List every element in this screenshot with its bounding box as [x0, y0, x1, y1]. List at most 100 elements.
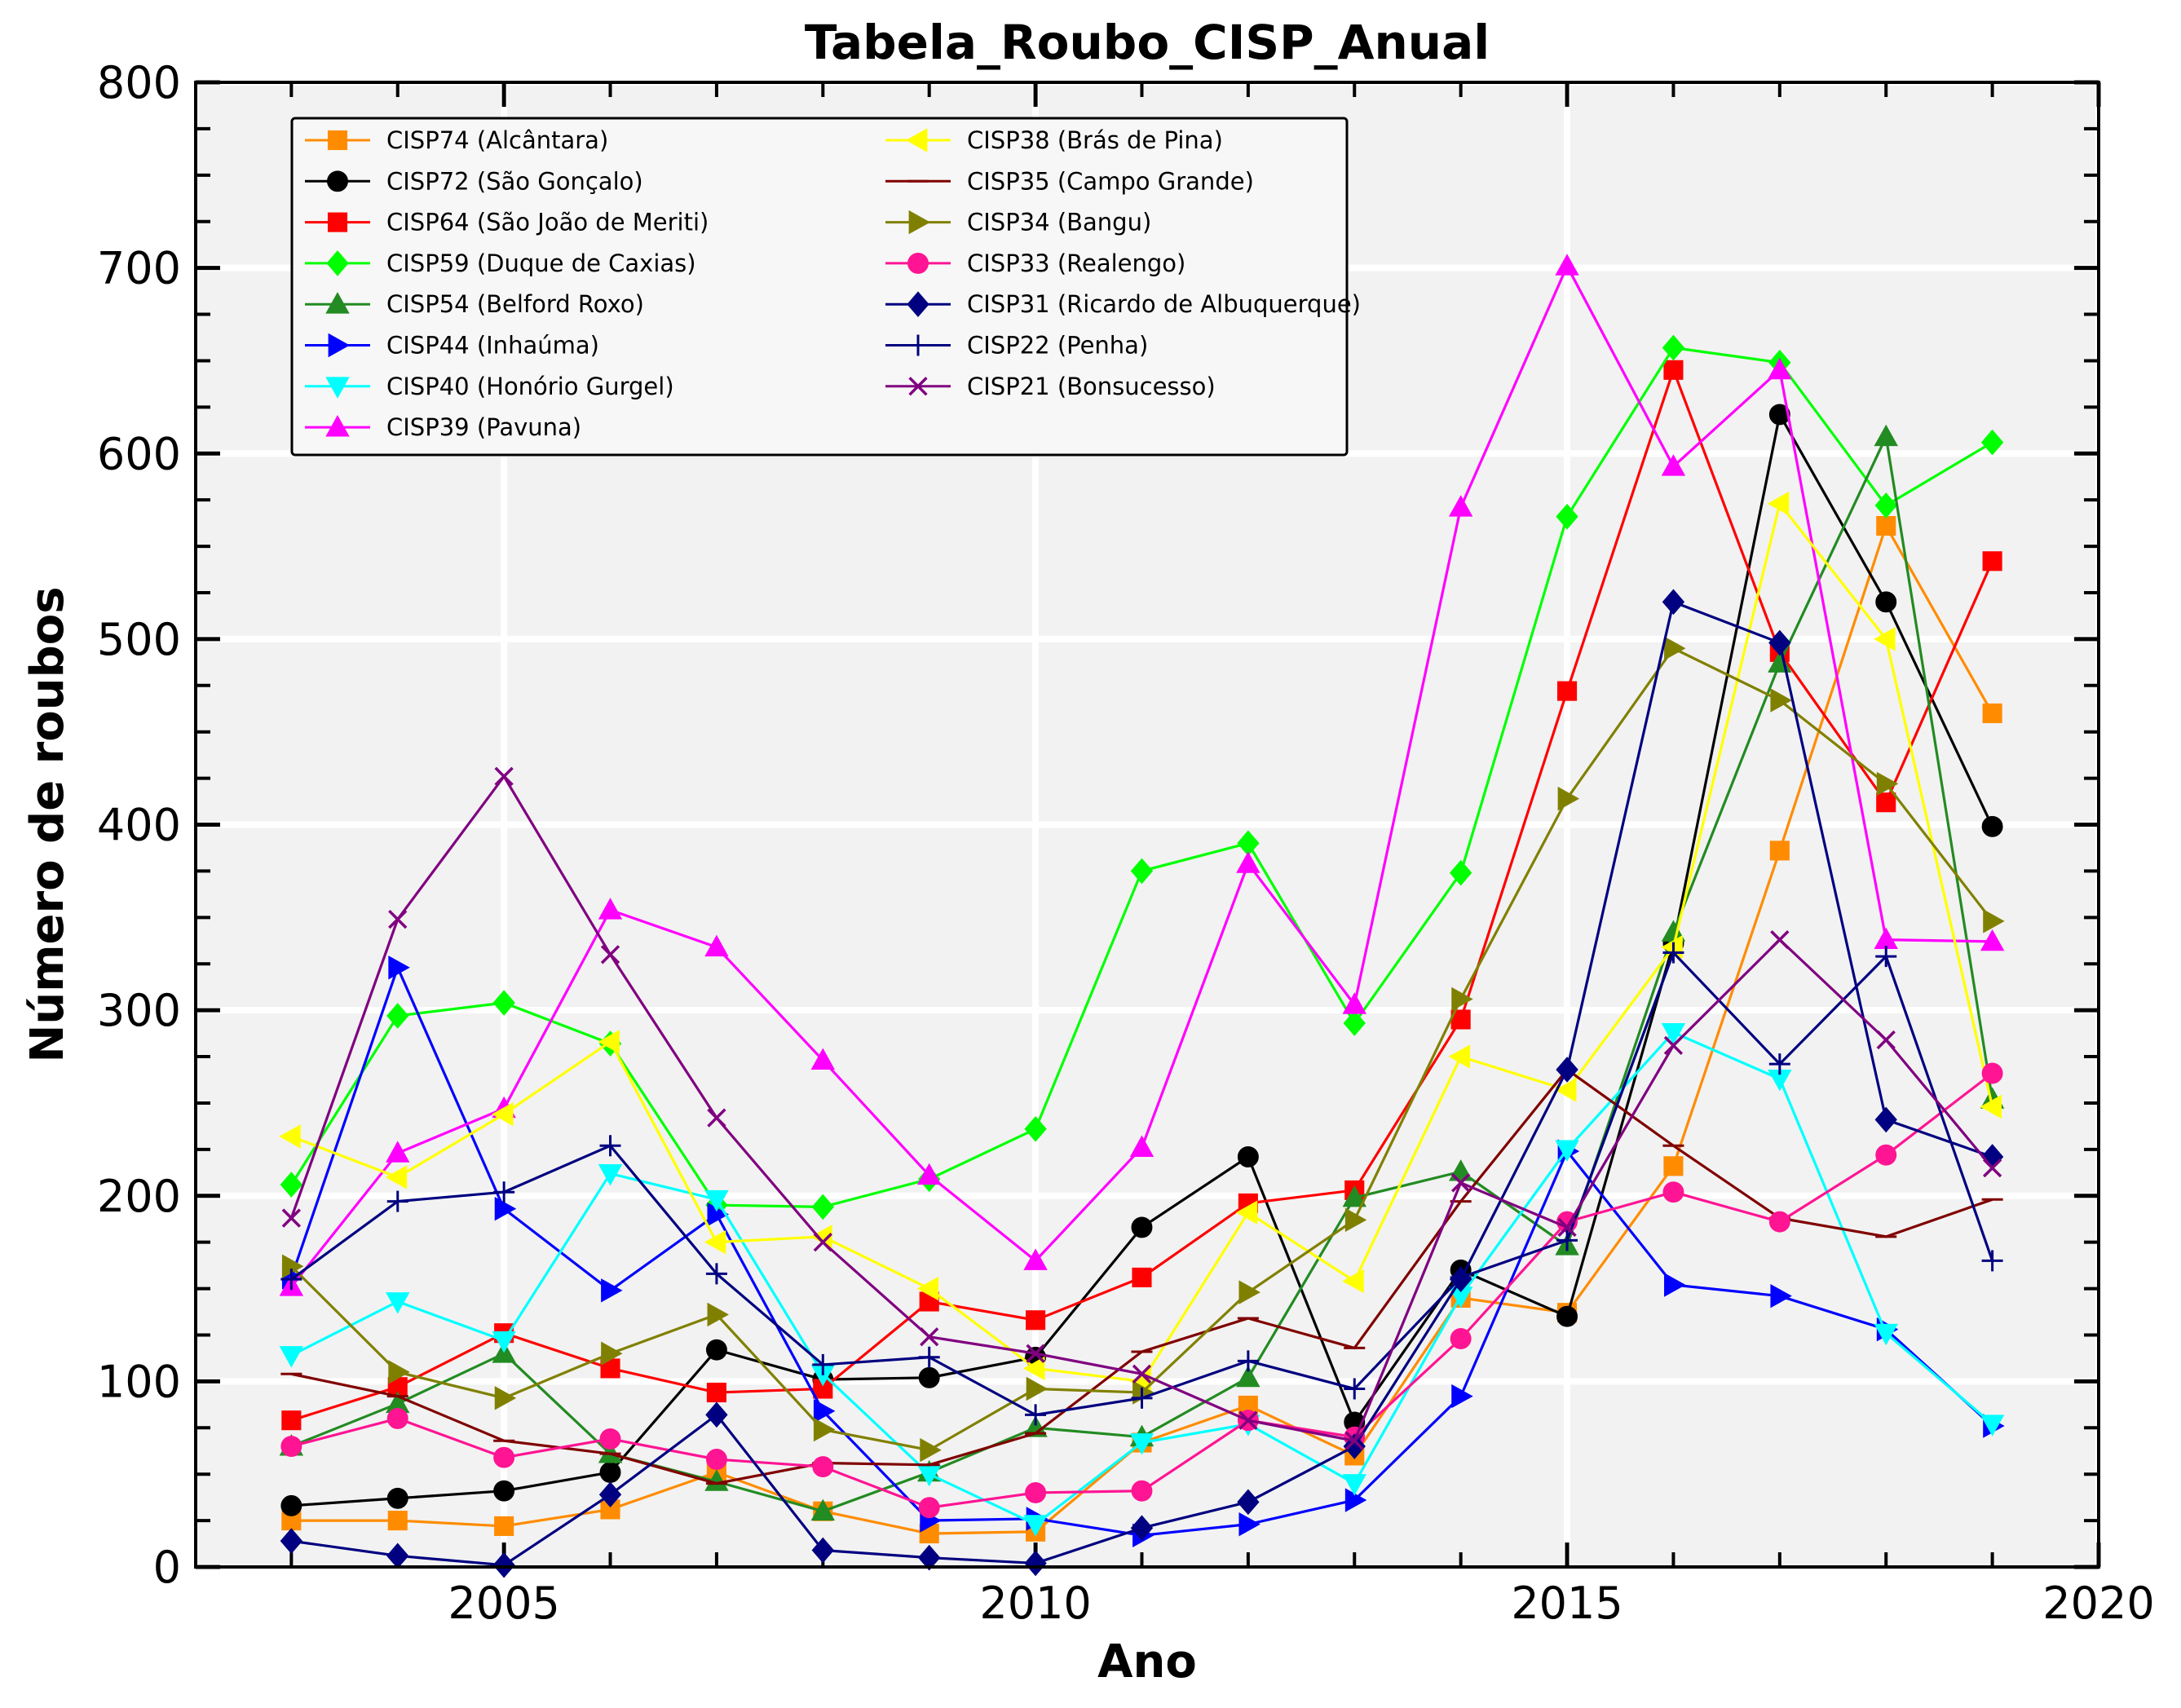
- legend-label: CISP22 (Penha): [967, 332, 1148, 360]
- data-point: [280, 1528, 303, 1554]
- axis-ticks: 2005 2010 2015 2020 0 100 200 300 400 500 600 700 80…: [97, 57, 2155, 1629]
- data-point: [918, 1544, 941, 1571]
- data-point: [1768, 1211, 1790, 1233]
- y-tick-label: 200: [97, 1171, 181, 1222]
- data-point: [1663, 1035, 1684, 1056]
- data-point: [281, 1410, 302, 1431]
- legend-label: CISP21 (Bonsucesso): [967, 373, 1216, 400]
- data-point: [1876, 1030, 1896, 1050]
- data-point: [1875, 946, 1897, 968]
- legend-label: CISP40 (Honório Gurgel): [386, 373, 674, 400]
- data-point: [1768, 404, 1790, 426]
- data-point: [705, 1263, 727, 1285]
- data-point: [1450, 1266, 1472, 1288]
- data-point: [493, 1181, 515, 1203]
- data-point: [1662, 589, 1685, 616]
- data-point: [1237, 1489, 1260, 1516]
- data-point: [1131, 1387, 1153, 1409]
- legend-entry: CISP31 (Ricardo de Albuquerque): [885, 290, 1361, 318]
- data-point: [1131, 1216, 1153, 1238]
- data-point: [1450, 1328, 1472, 1349]
- data-point: [704, 1189, 729, 1212]
- data-point: [325, 415, 350, 437]
- data-point: [1768, 629, 1791, 656]
- data-point: [1768, 357, 1792, 380]
- data-point: [705, 1449, 727, 1470]
- legend-entry: CISP34 (Bangu): [885, 209, 1151, 236]
- data-point: [920, 1327, 939, 1347]
- data-point: [1131, 1480, 1153, 1502]
- data-point: [1449, 859, 1472, 886]
- data-point: [1874, 627, 1896, 651]
- data-point: [327, 212, 348, 232]
- data-point: [492, 1331, 516, 1353]
- x-tick-label: 2005: [448, 1578, 559, 1629]
- series-15: [281, 766, 2002, 1450]
- data-point: [704, 934, 729, 957]
- data-point: [704, 1469, 729, 1491]
- data-point: [1554, 1078, 1577, 1102]
- data-point: [280, 1436, 302, 1458]
- data-point: [907, 291, 929, 318]
- data-point: [916, 1276, 939, 1301]
- data-point: [1556, 681, 1578, 701]
- data-point: [908, 210, 931, 235]
- data-point: [492, 1101, 514, 1127]
- data-point: [918, 1346, 940, 1368]
- y-tick-label: 0: [153, 1542, 181, 1593]
- data-point: [1875, 1144, 1897, 1166]
- data-point: [1661, 1023, 1686, 1045]
- data-point: [707, 1302, 729, 1327]
- legend-entry: CISP44 (Inhaúma): [305, 332, 599, 360]
- data-point: [281, 1208, 301, 1228]
- data-point: [1981, 1250, 2003, 1272]
- data-point: [1770, 1283, 1792, 1309]
- data-point: [1026, 1310, 1046, 1331]
- legend-entry: CISP74 (Alcântara): [305, 126, 608, 154]
- data-point: [1344, 1207, 1367, 1233]
- y-tick-label: 600: [97, 428, 181, 479]
- data-point: [493, 1480, 515, 1502]
- plot-frame: [194, 81, 2100, 1569]
- data-point: [1769, 841, 1790, 861]
- data-point: [1981, 1062, 2003, 1084]
- data-point: [599, 1135, 621, 1157]
- data-point: [1556, 1057, 1578, 1083]
- legend-label: CISP72 (São Gonçalo): [386, 167, 643, 195]
- data-point: [493, 1446, 515, 1468]
- legend-entry: CISP33 (Realengo): [885, 249, 1185, 277]
- data-point: [918, 1366, 940, 1388]
- data-point: [916, 1163, 942, 1185]
- data-point: [1343, 1010, 1366, 1036]
- series-2: [280, 404, 2003, 1516]
- data-point: [1025, 1404, 1047, 1426]
- data-point: [1557, 786, 1580, 811]
- data-point: [810, 1498, 836, 1521]
- data-point: [1980, 429, 2004, 456]
- series-layer: [279, 254, 2005, 1578]
- data-point: [1238, 1410, 1258, 1430]
- legend-label: CISP64 (São João de Meriti): [386, 209, 709, 236]
- data-point: [1662, 334, 1685, 361]
- chart-title: Tabela_Roubo_CISP_Anual: [805, 15, 1490, 70]
- data-point: [601, 1341, 623, 1366]
- data-point: [1023, 1415, 1048, 1437]
- data-point: [812, 1456, 834, 1478]
- data-point: [280, 1494, 302, 1516]
- y-tick-label: 700: [97, 243, 181, 294]
- data-point: [1023, 1515, 1048, 1537]
- data-point: [918, 1497, 940, 1519]
- data-point: [1451, 986, 1473, 1012]
- data-point: [492, 1551, 515, 1578]
- data-point: [704, 1229, 726, 1255]
- data-point: [1875, 591, 1897, 613]
- data-point: [1129, 1135, 1155, 1157]
- data-point: [1876, 515, 1896, 536]
- data-point: [1236, 1365, 1260, 1388]
- legend-entry: CISP38 (Brás de Pina): [885, 126, 1223, 154]
- data-point: [1023, 1248, 1048, 1270]
- data-point: [1876, 771, 1899, 797]
- data-point: [328, 333, 351, 358]
- data-point: [387, 1511, 408, 1531]
- data-point: [494, 1196, 517, 1221]
